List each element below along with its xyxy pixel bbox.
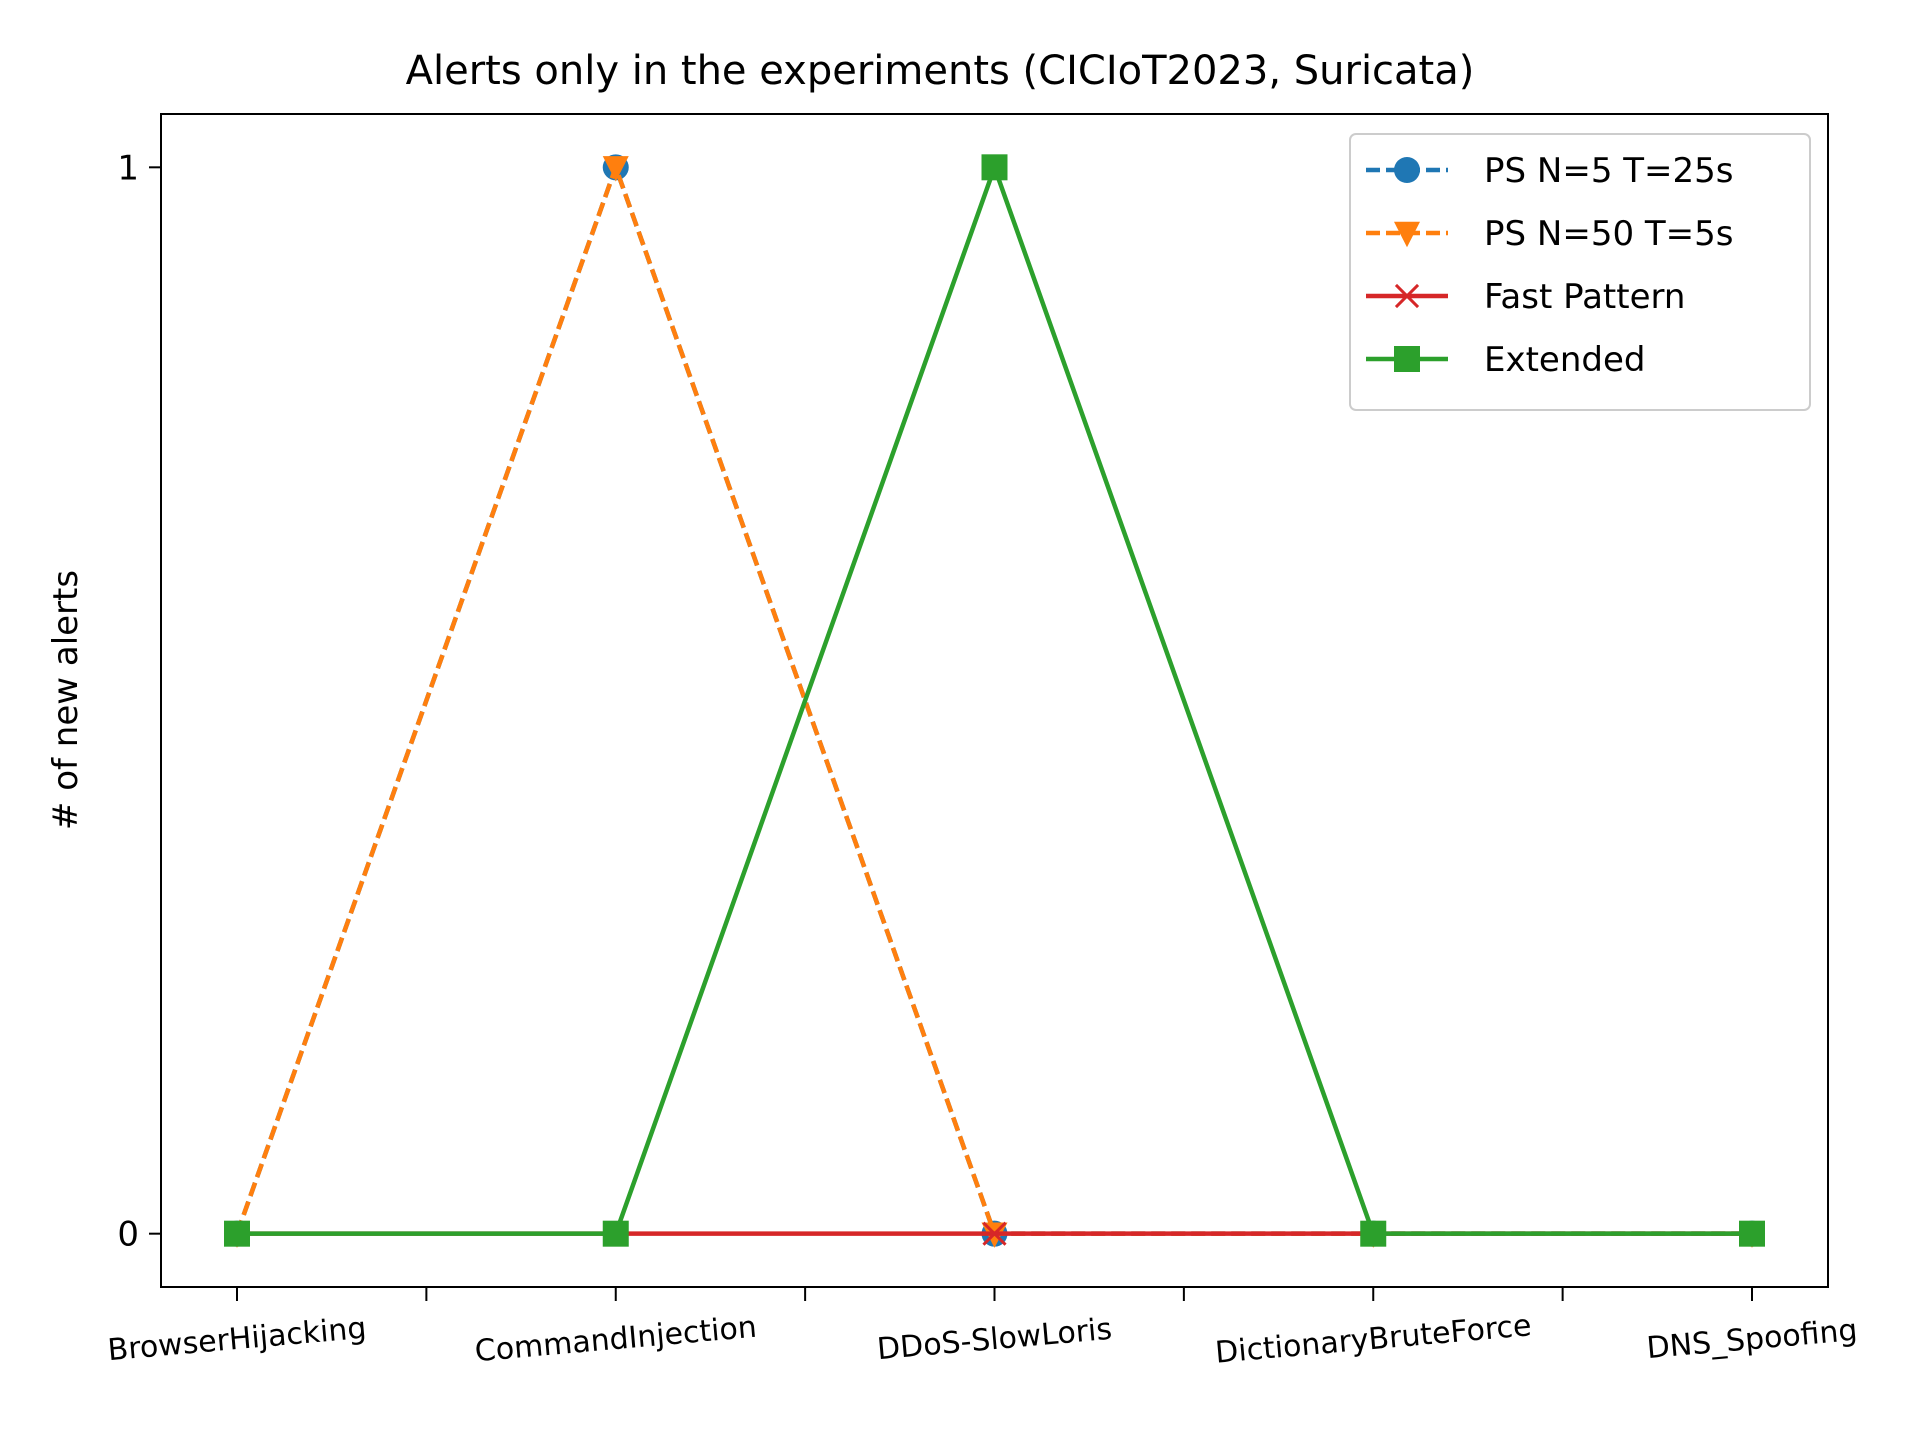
legend-label: PS N=50 T=5s — [1484, 214, 1734, 254]
data-point — [981, 154, 1008, 181]
data-point — [602, 1220, 629, 1247]
y-axis-label: # of new alerts — [46, 570, 86, 830]
data-point — [224, 1220, 250, 1247]
data-point — [982, 1221, 1007, 1246]
chart-title: Alerts only in the experiments (CICIoT20… — [406, 48, 1475, 94]
data-point — [1739, 1220, 1765, 1247]
legend-marker — [1394, 346, 1420, 372]
legend-label: Fast Pattern — [1484, 277, 1685, 317]
legend-box — [1349, 133, 1811, 411]
legend-marker — [1394, 283, 1420, 309]
legend-marker — [1394, 157, 1420, 183]
data-point — [602, 156, 629, 182]
y-tick-label: 0 — [117, 1215, 139, 1255]
legend-label: PS N=5 T=25s — [1484, 151, 1734, 191]
y-tick-label: 1 — [117, 148, 139, 188]
x-tick-label: DNS_Spoofing — [1645, 1313, 1859, 1366]
x-tick-label: CommandInjection — [473, 1310, 758, 1370]
x-tick-label: BrowserHijacking — [106, 1311, 368, 1368]
data-point — [1360, 1220, 1387, 1247]
legend: PS N=5 T=25s PS N=50 T=5s Fast Pattern Exte… — [1349, 133, 1811, 411]
legend-label: Extended — [1484, 340, 1645, 380]
x-tick-label: DDoS-SlowLoris — [876, 1312, 1114, 1367]
x-tick-label: DictionaryBruteForce — [1214, 1308, 1533, 1371]
legend-marker — [1394, 221, 1420, 248]
